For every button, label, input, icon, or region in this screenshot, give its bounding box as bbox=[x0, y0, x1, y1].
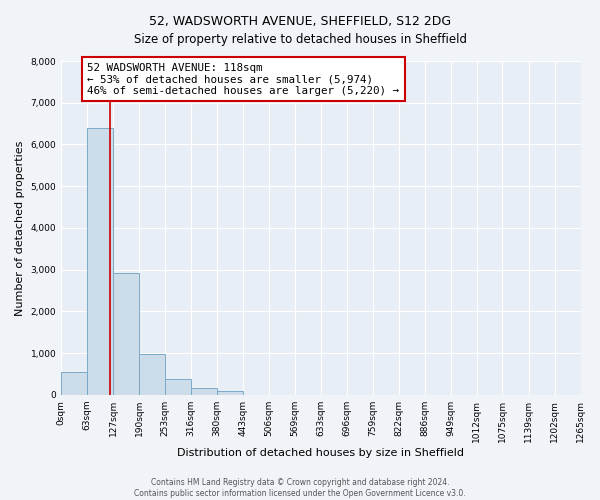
Y-axis label: Number of detached properties: Number of detached properties bbox=[15, 140, 25, 316]
Text: 52, WADSWORTH AVENUE, SHEFFIELD, S12 2DG: 52, WADSWORTH AVENUE, SHEFFIELD, S12 2DG bbox=[149, 15, 451, 28]
Bar bbox=[217, 391, 243, 395]
Text: Contains HM Land Registry data © Crown copyright and database right 2024.
Contai: Contains HM Land Registry data © Crown c… bbox=[134, 478, 466, 498]
Bar bbox=[139, 354, 165, 395]
Bar bbox=[191, 388, 217, 395]
Bar bbox=[165, 379, 191, 395]
Bar bbox=[113, 272, 139, 395]
X-axis label: Distribution of detached houses by size in Sheffield: Distribution of detached houses by size … bbox=[178, 448, 464, 458]
Text: 52 WADSWORTH AVENUE: 118sqm
← 53% of detached houses are smaller (5,974)
46% of : 52 WADSWORTH AVENUE: 118sqm ← 53% of det… bbox=[88, 62, 400, 96]
Text: Size of property relative to detached houses in Sheffield: Size of property relative to detached ho… bbox=[133, 32, 467, 46]
Bar bbox=[61, 372, 87, 395]
Bar bbox=[87, 128, 113, 395]
